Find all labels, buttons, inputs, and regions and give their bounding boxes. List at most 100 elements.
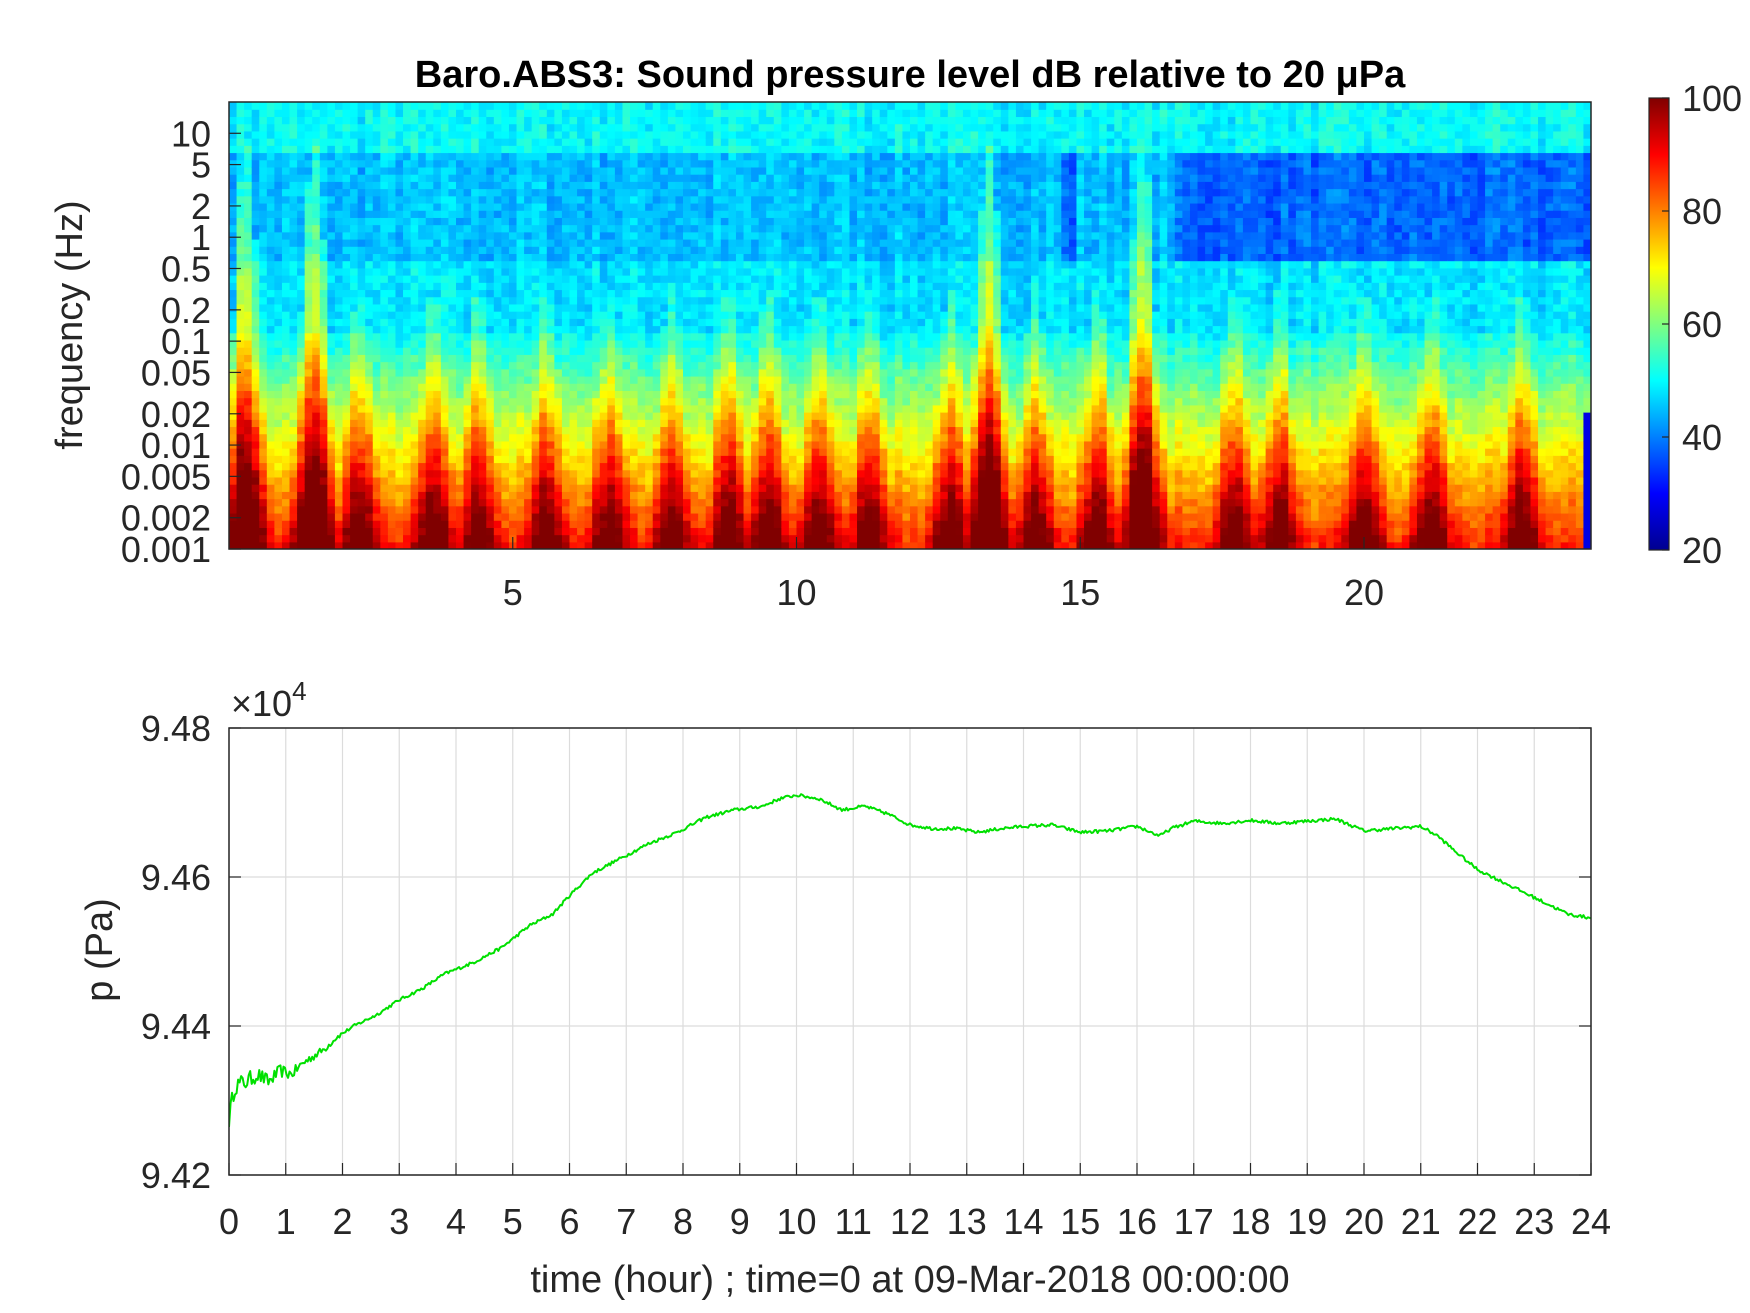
heatmap-cell: [546, 210, 555, 218]
heatmap-cell: [380, 166, 389, 175]
heatmap-cell: [675, 339, 684, 348]
heatmap-cell: [788, 231, 798, 240]
heatmap-cell: [524, 440, 533, 449]
heatmap-cell: [372, 181, 381, 190]
heatmap-cell: [516, 383, 525, 391]
heatmap-cell: [319, 253, 328, 262]
heatmap-cell: [342, 512, 351, 521]
heatmap-cell: [531, 339, 540, 348]
heatmap-cell: [577, 318, 586, 327]
heatmap-cell: [501, 174, 510, 182]
heatmap-cell: [456, 498, 465, 507]
heatmap-cell: [788, 419, 798, 428]
heatmap-cell: [297, 159, 306, 168]
heatmap-cell: [478, 505, 487, 514]
heatmap-cell: [546, 354, 555, 363]
heatmap-cell: [274, 325, 283, 334]
heatmap-cell: [244, 505, 253, 514]
heatmap-cell: [319, 217, 328, 226]
heatmap-cell: [675, 238, 684, 247]
heatmap-cell: [486, 491, 495, 500]
heatmap-cell: [614, 383, 624, 391]
heatmap-cell: [592, 289, 601, 298]
heatmap-cell: [834, 455, 843, 464]
heatmap-cell: [281, 181, 291, 190]
heatmap-cell: [735, 267, 745, 276]
heatmap-cell: [819, 102, 828, 110]
heatmap-cell: [516, 152, 525, 161]
heatmap-cell: [418, 109, 427, 118]
heatmap-cell: [781, 130, 790, 139]
heatmap-cell: [705, 210, 714, 218]
heatmap-cell: [622, 375, 631, 384]
heatmap-cell: [766, 238, 775, 247]
heatmap-cell: [274, 491, 283, 500]
heatmap-cell: [804, 210, 813, 218]
heatmap-cell: [456, 303, 465, 312]
heatmap-cell: [599, 159, 608, 168]
heatmap-cell: [304, 339, 313, 348]
heatmap-cell: [554, 217, 563, 226]
heatmap-cell: [372, 109, 381, 118]
heatmap-cell: [342, 303, 351, 312]
heatmap-cell: [713, 426, 722, 435]
heatmap-cell: [728, 354, 737, 363]
heatmap-cell: [683, 267, 692, 276]
heatmap-cell: [675, 202, 684, 211]
heatmap-cell: [433, 404, 442, 413]
heatmap-cell: [251, 102, 260, 110]
heatmap-cell: [713, 484, 722, 492]
heatmap-cell: [743, 152, 752, 161]
heatmap-cell: [418, 332, 427, 341]
heatmap-cell: [705, 159, 714, 168]
heatmap-cell: [334, 289, 344, 298]
heatmap-cell: [486, 419, 495, 428]
heatmap-cell: [478, 311, 487, 319]
heatmap-cell: [728, 440, 737, 449]
heatmap-cell: [751, 311, 760, 319]
heatmap-cell: [743, 383, 752, 391]
heatmap-cell: [259, 109, 268, 118]
heatmap-cell: [357, 491, 366, 500]
heatmap-cell: [516, 476, 525, 485]
heatmap-cell: [319, 102, 328, 110]
heatmap-cell: [735, 361, 745, 370]
heatmap-cell: [365, 541, 374, 549]
heatmap-cell: [508, 138, 518, 146]
heatmap-cell: [524, 253, 533, 262]
heatmap-cell: [811, 520, 820, 528]
heatmap-cell: [357, 123, 366, 132]
heatmap-cell: [312, 296, 321, 305]
heatmap-cell: [720, 174, 729, 182]
heatmap-cell: [440, 541, 450, 549]
heatmap-cell: [478, 210, 487, 218]
heatmap-cell: [418, 289, 427, 298]
heatmap-cell: [403, 484, 412, 492]
heatmap-cell: [690, 166, 699, 175]
heatmap-cell: [274, 166, 283, 175]
heatmap-cell: [630, 498, 639, 507]
heatmap-cell: [372, 246, 381, 254]
heatmap-cell: [788, 224, 798, 233]
heatmap-cell: [751, 282, 760, 291]
heatmap-cell: [561, 267, 571, 276]
heatmap-cell: [501, 152, 510, 161]
heatmap-cell: [796, 325, 805, 334]
heatmap-cell: [448, 397, 457, 406]
heatmap-cell: [826, 404, 835, 413]
heatmap-cell: [327, 541, 336, 549]
heatmap-cell: [478, 520, 487, 528]
heatmap-cell: [539, 462, 548, 471]
heatmap-cell: [781, 152, 790, 161]
heatmap-cell: [705, 368, 714, 377]
heatmap-cell: [554, 282, 563, 291]
heatmap-cell: [304, 325, 313, 334]
heatmap-cell: [304, 448, 313, 456]
heatmap-cell: [531, 505, 540, 514]
heatmap-cell: [508, 188, 518, 197]
heatmap-cell: [811, 361, 820, 370]
heatmap-cell: [788, 109, 798, 118]
heatmap-cell: [418, 541, 427, 549]
heatmap-cell: [448, 145, 457, 154]
heatmap-cell: [758, 440, 767, 449]
